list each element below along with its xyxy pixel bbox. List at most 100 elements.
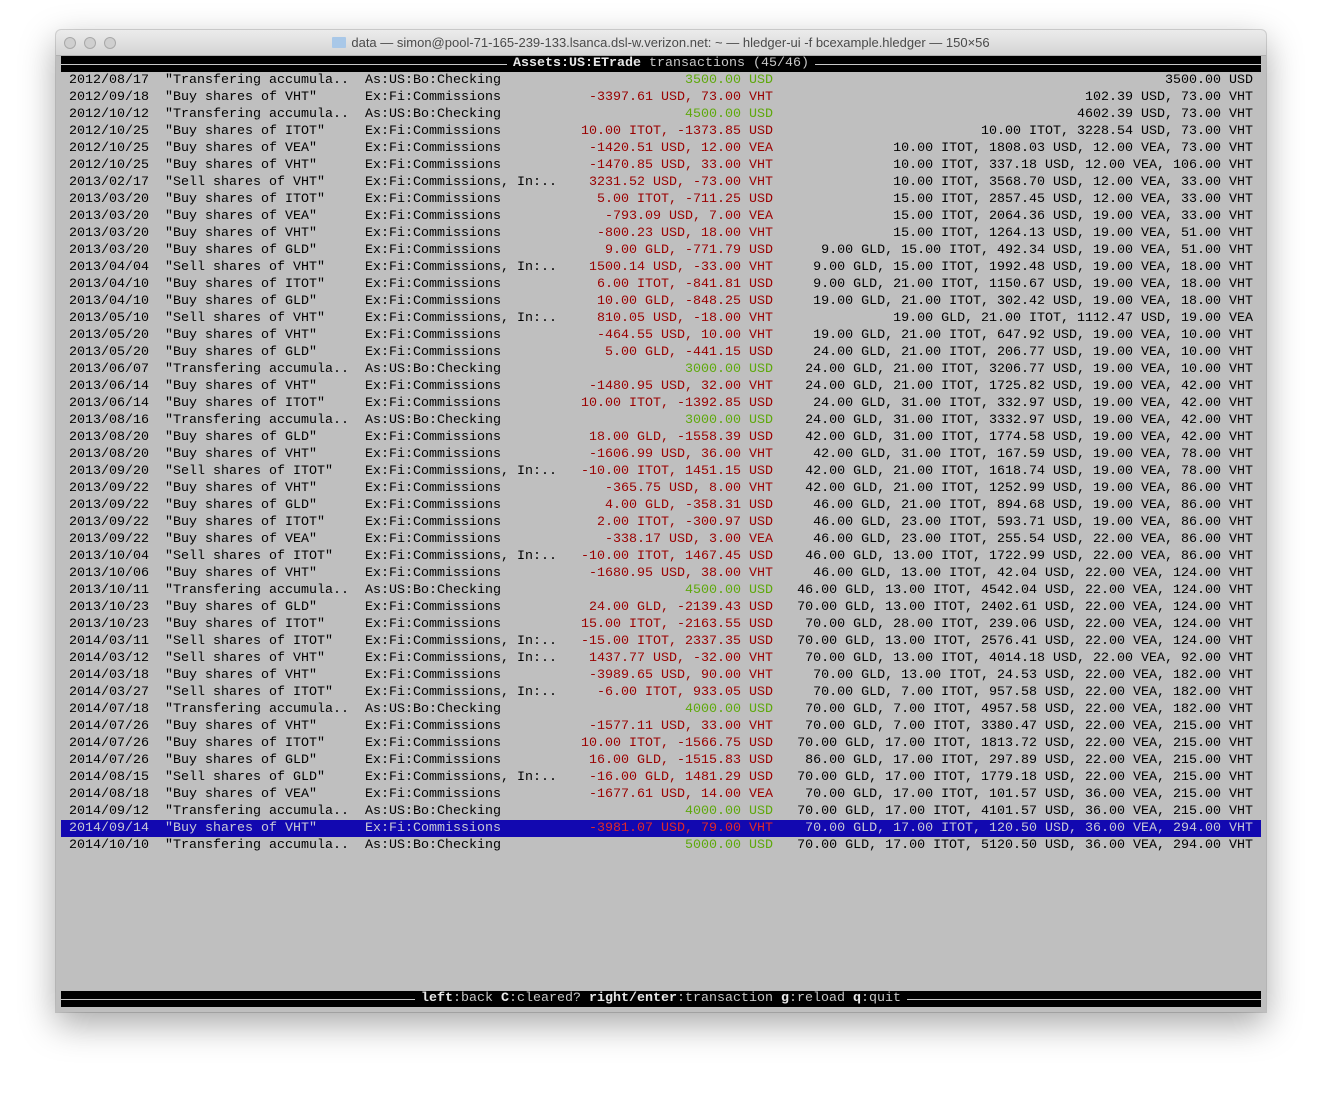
date-cell: 2014/07/26 xyxy=(69,719,149,734)
account-cell: As:US:Bo:Checking xyxy=(365,804,501,819)
table-row[interactable]: 2014/10/10 "Transfering accumula.. As:US:B… xyxy=(61,837,1261,854)
zoom-button[interactable] xyxy=(104,37,116,49)
table-row[interactable]: 2014/03/12 "Sell shares of VHT" Ex:Fi:Comm… xyxy=(61,650,1261,667)
balance-cell: 9.00 GLD, 21.00 ITOT, 1150.67 USD, 19.00… xyxy=(813,277,1253,292)
amount-cell: 5.00 ITOT, -711.25 USD xyxy=(597,192,773,207)
table-row[interactable]: 2014/07/26 "Buy shares of ITOT" Ex:Fi:Comm… xyxy=(61,735,1261,752)
table-row[interactable]: 2012/10/25 "Buy shares of VEA" Ex:Fi:Commi… xyxy=(61,140,1261,157)
table-row[interactable]: 2013/10/04 "Sell shares of ITOT" Ex:Fi:Com… xyxy=(61,548,1261,565)
date-cell: 2013/03/20 xyxy=(69,226,149,241)
table-row-selected[interactable]: 2014/09/14 "Buy shares of VHT" Ex:Fi:Commi… xyxy=(61,820,1261,837)
table-row[interactable]: 2012/10/12 "Transfering accumula.. As:US:B… xyxy=(61,106,1261,123)
table-row[interactable]: 2013/09/22 "Buy shares of ITOT" Ex:Fi:Comm… xyxy=(61,514,1261,531)
amount-cell: 10.00 ITOT, -1373.85 USD xyxy=(581,124,773,139)
table-row[interactable]: 2013/04/10 "Buy shares of GLD" Ex:Fi:Commi… xyxy=(61,293,1261,310)
table-row[interactable]: 2014/03/27 "Sell shares of ITOT" Ex:Fi:Com… xyxy=(61,684,1261,701)
table-row[interactable]: 2013/09/22 "Buy shares of GLD" Ex:Fi:Commi… xyxy=(61,497,1261,514)
date-cell: 2013/04/04 xyxy=(69,260,149,275)
date-cell: 2014/03/12 xyxy=(69,651,149,666)
description-cell: "Buy shares of ITOT" xyxy=(165,192,325,207)
date-cell: 2013/08/20 xyxy=(69,447,149,462)
table-row[interactable]: 2014/07/18 "Transfering accumula.. As:US:B… xyxy=(61,701,1261,718)
table-row[interactable]: 2014/07/26 "Buy shares of GLD" Ex:Fi:Commi… xyxy=(61,752,1261,769)
description-cell: "Sell shares of ITOT" xyxy=(165,464,333,479)
table-row[interactable]: 2013/10/23 "Buy shares of ITOT" Ex:Fi:Comm… xyxy=(61,616,1261,633)
table-row[interactable]: 2013/08/20 "Buy shares of GLD" Ex:Fi:Commi… xyxy=(61,429,1261,446)
balance-cell: 102.39 USD, 73.00 VHT xyxy=(1085,90,1253,105)
table-row[interactable]: 2013/04/10 "Buy shares of ITOT" Ex:Fi:Comm… xyxy=(61,276,1261,293)
amount-cell: -10.00 ITOT, 1467.45 USD xyxy=(581,549,773,564)
table-row[interactable]: 2013/09/22 "Buy shares of VHT" Ex:Fi:Commi… xyxy=(61,480,1261,497)
minimize-button[interactable] xyxy=(84,37,96,49)
table-row[interactable]: 2012/10/25 "Buy shares of VHT" Ex:Fi:Commi… xyxy=(61,157,1261,174)
amount-cell: 10.00 ITOT, -1392.85 USD xyxy=(581,396,773,411)
date-cell: 2013/10/04 xyxy=(69,549,149,564)
table-row[interactable]: 2013/10/23 "Buy shares of GLD" Ex:Fi:Commi… xyxy=(61,599,1261,616)
table-row[interactable]: 2013/08/20 "Buy shares of VHT" Ex:Fi:Commi… xyxy=(61,446,1261,463)
description-cell: "Transfering accumula.. xyxy=(165,838,349,853)
date-cell: 2014/08/15 xyxy=(69,770,149,785)
table-row[interactable]: 2014/03/18 "Buy shares of VHT" Ex:Fi:Commi… xyxy=(61,667,1261,684)
table-row[interactable]: 2013/05/10 "Sell shares of VHT" Ex:Fi:Comm… xyxy=(61,310,1261,327)
table-row[interactable]: 2012/09/18 "Buy shares of VHT" Ex:Fi:Commi… xyxy=(61,89,1261,106)
terminal-content[interactable]: Assets:US:ETrade transactions (45/46) 20… xyxy=(61,56,1261,1012)
transaction-list[interactable]: 2012/08/17 "Transfering accumula.. As:US:B… xyxy=(61,72,1261,854)
balance-cell: 70.00 GLD, 17.00 ITOT, 101.57 USD, 36.00… xyxy=(805,787,1253,802)
close-button[interactable] xyxy=(64,37,76,49)
table-row[interactable]: 2013/06/14 "Buy shares of ITOT" Ex:Fi:Comm… xyxy=(61,395,1261,412)
date-cell: 2014/07/26 xyxy=(69,736,149,751)
table-row[interactable]: 2012/10/25 "Buy shares of ITOT" Ex:Fi:Comm… xyxy=(61,123,1261,140)
table-row[interactable]: 2013/03/20 "Buy shares of VEA" Ex:Fi:Commi… xyxy=(61,208,1261,225)
table-row[interactable]: 2013/09/22 "Buy shares of VEA" Ex:Fi:Commi… xyxy=(61,531,1261,548)
amount-cell: 1437.77 USD, -32.00 VHT xyxy=(589,651,773,666)
table-row[interactable]: 2013/06/14 "Buy shares of VHT" Ex:Fi:Commi… xyxy=(61,378,1261,395)
date-cell: 2013/04/10 xyxy=(69,294,149,309)
account-cell: Ex:Fi:Commissions, In:.. xyxy=(365,549,557,564)
table-row[interactable]: 2013/04/04 "Sell shares of VHT" Ex:Fi:Comm… xyxy=(61,259,1261,276)
table-row[interactable]: 2013/08/16 "Transfering accumula.. As:US:B… xyxy=(61,412,1261,429)
date-cell: 2014/03/11 xyxy=(69,634,149,649)
table-row[interactable]: 2014/07/26 "Buy shares of VHT" Ex:Fi:Commi… xyxy=(61,718,1261,735)
key-transaction: right/enter xyxy=(589,991,677,1006)
window-controls xyxy=(64,37,116,49)
description-cell: "Buy shares of ITOT" xyxy=(165,515,325,530)
description-cell: "Sell shares of VHT" xyxy=(165,311,325,326)
table-row[interactable]: 2013/06/07 "Transfering accumula.. As:US:B… xyxy=(61,361,1261,378)
table-row[interactable]: 2013/10/11 "Transfering accumula.. As:US:B… xyxy=(61,582,1261,599)
title-bar[interactable]: data — simon@pool-71-165-239-133.lsanca.… xyxy=(56,30,1266,56)
table-row[interactable]: 2013/03/20 "Buy shares of ITOT" Ex:Fi:Comm… xyxy=(61,191,1261,208)
description-cell: "Buy shares of GLD" xyxy=(165,243,317,258)
table-row[interactable]: 2013/03/20 "Buy shares of GLD" Ex:Fi:Commi… xyxy=(61,242,1261,259)
key-back: left xyxy=(421,991,454,1006)
account-cell: Ex:Fi:Commissions, In:.. xyxy=(365,464,557,479)
balance-cell: 70.00 GLD, 17.00 ITOT, 120.50 USD, 36.00… xyxy=(805,821,1253,836)
table-row[interactable]: 2014/08/15 "Sell shares of GLD" Ex:Fi:Comm… xyxy=(61,769,1261,786)
date-cell: 2014/07/18 xyxy=(69,702,149,717)
table-row[interactable]: 2013/09/20 "Sell shares of ITOT" Ex:Fi:Com… xyxy=(61,463,1261,480)
balance-cell: 70.00 GLD, 17.00 ITOT, 5120.50 USD, 36.0… xyxy=(797,838,1253,853)
table-row[interactable]: 2014/09/12 "Transfering accumula.. As:US:B… xyxy=(61,803,1261,820)
amount-cell: -464.55 USD, 10.00 VHT xyxy=(597,328,773,343)
description-cell: "Sell shares of VHT" xyxy=(165,651,325,666)
amount-cell: -338.17 USD, 3.00 VEA xyxy=(605,532,773,547)
description-cell: "Buy shares of VHT" xyxy=(165,566,317,581)
balance-cell: 19.00 GLD, 21.00 ITOT, 1112.47 USD, 19.0… xyxy=(893,311,1253,326)
table-row[interactable]: 2012/08/17 "Transfering accumula.. As:US:B… xyxy=(61,72,1261,89)
date-cell: 2014/09/14 xyxy=(69,821,149,836)
balance-cell: 46.00 GLD, 13.00 ITOT, 1722.99 USD, 22.0… xyxy=(805,549,1253,564)
date-cell: 2013/09/20 xyxy=(69,464,149,479)
table-row[interactable]: 2013/10/06 "Buy shares of VHT" Ex:Fi:Commi… xyxy=(61,565,1261,582)
table-row[interactable]: 2013/02/17 "Sell shares of VHT" Ex:Fi:Comm… xyxy=(61,174,1261,191)
table-row[interactable]: 2013/05/20 "Buy shares of VHT" Ex:Fi:Commi… xyxy=(61,327,1261,344)
balance-cell: 70.00 GLD, 7.00 ITOT, 3380.47 USD, 22.00… xyxy=(805,719,1253,734)
amount-cell: 10.00 ITOT, -1566.75 USD xyxy=(581,736,773,751)
table-row[interactable]: 2014/03/11 "Sell shares of ITOT" Ex:Fi:Com… xyxy=(61,633,1261,650)
table-row[interactable]: 2014/08/18 "Buy shares of VEA" Ex:Fi:Commi… xyxy=(61,786,1261,803)
amount-cell: -1470.85 USD, 33.00 VHT xyxy=(589,158,773,173)
table-row[interactable]: 2013/03/20 "Buy shares of VHT" Ex:Fi:Commi… xyxy=(61,225,1261,242)
account-cell: Ex:Fi:Commissions, In:.. xyxy=(365,634,557,649)
table-row[interactable]: 2013/05/20 "Buy shares of GLD" Ex:Fi:Commi… xyxy=(61,344,1261,361)
date-cell: 2013/06/14 xyxy=(69,396,149,411)
account-cell: As:US:Bo:Checking xyxy=(365,838,501,853)
balance-cell: 24.00 GLD, 21.00 ITOT, 1725.82 USD, 19.0… xyxy=(805,379,1253,394)
